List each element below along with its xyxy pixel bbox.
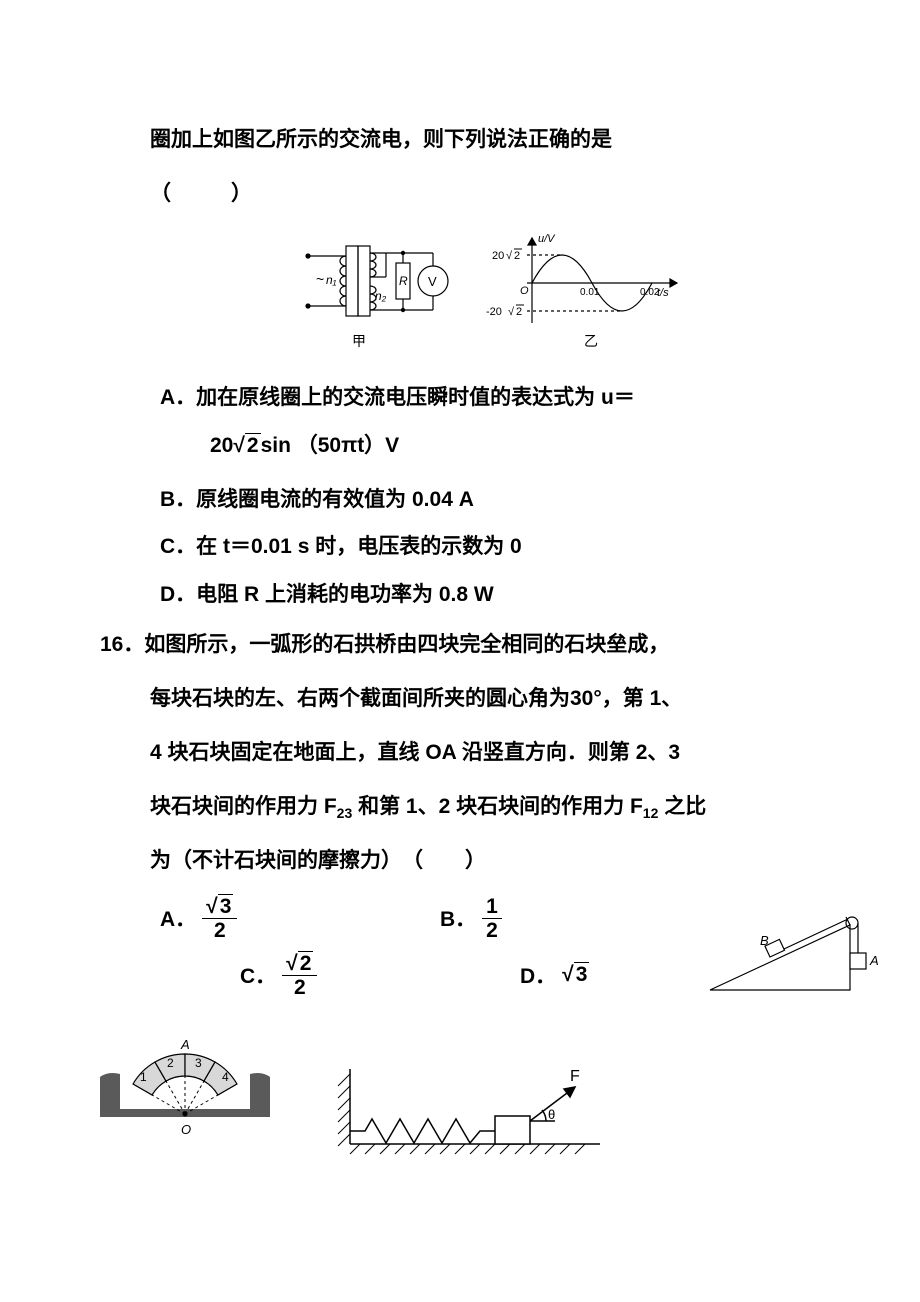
paren-text: （ ） [150,182,258,205]
q15-optC: C．在 t＝0.01 s 时，电压表的示数为 0 [160,527,820,567]
q16-line3: 4 块石块固定在地面上，直线 OA 沿竖直方向．则第 2、3 [150,733,820,773]
v-label: V [428,274,437,289]
ymax-label: 20 [492,250,504,262]
arch-A: A [180,1037,190,1052]
arch-1: 1 [140,1070,147,1084]
q16-line4: 块石块间的作用力 F23 和第 1、2 块石块间的作用力 F12 之比 [150,787,820,827]
q15-optB: B．原线圈电流的有效值为 0.04 A [160,480,820,520]
q15-diagrams: ~ n₁ n₂ R V 甲 u/V t/s O 0.01 0.02 20 √ 2 [150,228,820,358]
arch-3: 3 [195,1056,202,1070]
svg-text:√: √ [506,250,513,262]
q15-paren: （ ） [150,174,820,214]
r-label: R [399,274,408,288]
svg-text:2: 2 [516,306,522,318]
incline-A: A [869,953,879,968]
q16-optA: A． 3 2 [160,895,440,942]
q16-line2: 每块石块的左、右两个截面间所夹的圆心角为30°，第 1、 [150,679,820,719]
svg-text:2: 2 [514,250,520,262]
spring-diagram: F θ [320,1059,620,1169]
angle-theta: θ [548,1107,555,1122]
q15-optA: A．加在原线圈上的交流电压瞬时值的表达式为 u＝ [160,378,820,418]
arch-2: 2 [167,1056,174,1070]
jia-label: 甲 [352,333,366,349]
force-F: F [570,1068,580,1085]
yaxis-label: u/V [538,233,556,245]
q15-cont: 圈加上如图乙所示的交流电，则下列说法正确的是 [150,120,820,160]
circuit-diagram: ~ n₁ n₂ R V 甲 [268,228,468,358]
q16-optC: C． 2 2 [240,952,520,999]
arch-diagram: A O 1 2 3 4 [90,1019,280,1169]
arch-O: O [181,1122,191,1137]
ac-label: ~ [316,271,324,287]
q16-line1: 16．如图所示，一弧形的石拱桥由四块完全相同的石块垒成， [100,625,820,665]
incline-diagram: B A [700,905,880,1005]
sine-diagram: u/V t/s O 0.01 0.02 20 √ 2 -20 √ 2 乙 [472,228,702,358]
n1-label: n₁ [326,273,337,287]
origin-label: O [520,285,529,297]
q16-line5: 为（不计石块间的摩擦力） （ ） [150,841,820,881]
x1-tick: 0.01 [580,287,600,298]
svg-text:√: √ [508,306,515,318]
ymin-label: -20 [486,306,502,318]
q16-optB: B． 1 2 [440,895,720,942]
q15-optA-line2: 202sin （50πt）V [210,426,820,466]
x2-tick: 0.02 [640,287,660,298]
yi-label: 乙 [584,333,598,349]
bottom-figures: A O 1 2 3 4 [90,1019,820,1169]
incline-B: B [760,933,769,948]
n2-label: n₂ [375,289,387,303]
q15-optD: D．电阻 R 上消耗的电功率为 0.8 W [160,575,820,615]
arch-4: 4 [222,1070,229,1084]
